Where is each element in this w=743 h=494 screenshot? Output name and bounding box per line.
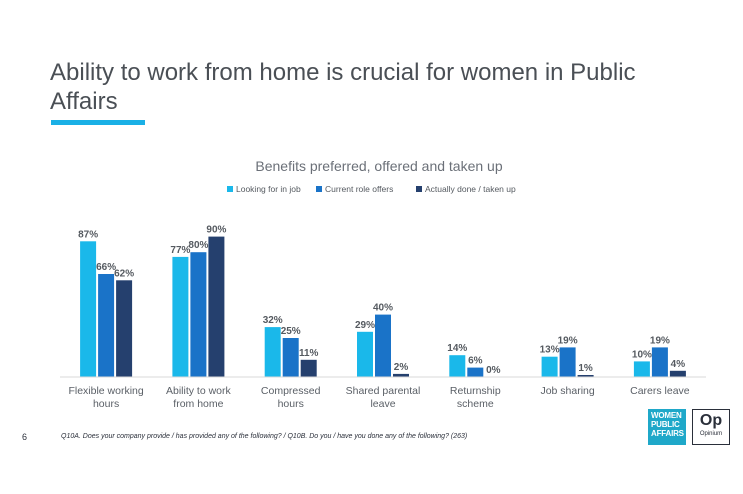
bar (282, 338, 299, 377)
data-label: 19% (650, 335, 670, 346)
bar (467, 367, 484, 377)
data-label: 25% (281, 326, 301, 337)
logo-line: PUBLIC (651, 420, 680, 429)
data-label: 29% (355, 320, 375, 331)
legend-label: Current role offers (325, 184, 393, 194)
x-tick-label: Job sharing (540, 385, 594, 397)
x-tick-label: Compressed (261, 385, 321, 397)
data-label: 87% (78, 229, 98, 240)
x-tick-label: from home (173, 398, 223, 410)
women-public-affairs-logo: WOMEN PUBLIC AFFAIRS (648, 409, 686, 445)
bar (541, 356, 558, 377)
legend: Looking for in job Current role offers Act… (227, 184, 516, 194)
x-tick-label: Carers leave (630, 385, 690, 397)
bar (80, 241, 97, 377)
opinium-logo: Op Opinium (692, 409, 730, 445)
data-label: 0% (486, 365, 501, 376)
legend-swatch (416, 186, 422, 192)
bar (577, 375, 594, 377)
page-number: 6 (22, 432, 28, 442)
bar (300, 359, 317, 377)
bar (375, 314, 391, 377)
slide-title: Ability to work from home is crucial for… (50, 59, 636, 115)
x-tick-label: hours (93, 398, 119, 410)
x-tick-label: hours (278, 398, 304, 410)
footnote: Q10A. Does your company provide / has pr… (61, 433, 468, 440)
data-label: 4% (671, 359, 686, 370)
data-label: 62% (114, 268, 134, 279)
data-label: 32% (263, 315, 283, 326)
x-tick-label: leave (370, 398, 395, 410)
bar (559, 347, 576, 377)
data-label: 66% (96, 262, 116, 273)
x-tick-label: Ability to work (166, 385, 232, 397)
bar (633, 361, 650, 377)
bar (190, 252, 207, 377)
bar (449, 355, 466, 377)
bar (264, 327, 281, 377)
bar (172, 256, 189, 377)
data-label: 11% (299, 348, 319, 359)
bar (669, 370, 686, 377)
data-label: 6% (468, 356, 483, 367)
data-label: 10% (632, 349, 652, 360)
title-underline (51, 120, 145, 125)
bar (393, 373, 409, 377)
legend-label: Looking for in job (236, 184, 301, 194)
x-tick-label: Returnship (450, 385, 501, 397)
logo-line: AFFAIRS (651, 429, 684, 438)
x-tick-label: scheme (457, 398, 494, 410)
data-label: 1% (578, 363, 593, 374)
bar (116, 280, 133, 377)
data-labels-group: 87% 66%62% 77%80% 90% 32%25% 11% 29% 40% 2% 14%6%… (78, 225, 685, 376)
opinium-wordmark: Opinium (699, 431, 723, 437)
data-label: 2% (394, 362, 409, 373)
legend-swatch (316, 186, 322, 192)
bar (98, 274, 115, 377)
data-label: 40% (373, 303, 393, 314)
bar (357, 331, 373, 377)
legend-label: Actually done / taken up (425, 184, 516, 194)
data-label: 80% (188, 240, 208, 251)
data-label: 90% (206, 225, 226, 236)
legend-swatch (227, 186, 233, 192)
x-tick-label: Flexible working (68, 385, 143, 397)
bars-group (80, 236, 686, 377)
data-label: 14% (447, 343, 467, 354)
logo-line: WOMEN (651, 411, 682, 420)
data-label: 19% (558, 335, 578, 346)
bar (651, 347, 668, 377)
data-label: 13% (540, 345, 560, 356)
chart-title: Benefits preferred, offered and taken up (255, 158, 502, 174)
x-tick-label: Shared parental (346, 385, 421, 397)
opinium-mark: Op (699, 412, 723, 429)
data-label: 77% (170, 245, 190, 256)
bar (208, 236, 225, 377)
